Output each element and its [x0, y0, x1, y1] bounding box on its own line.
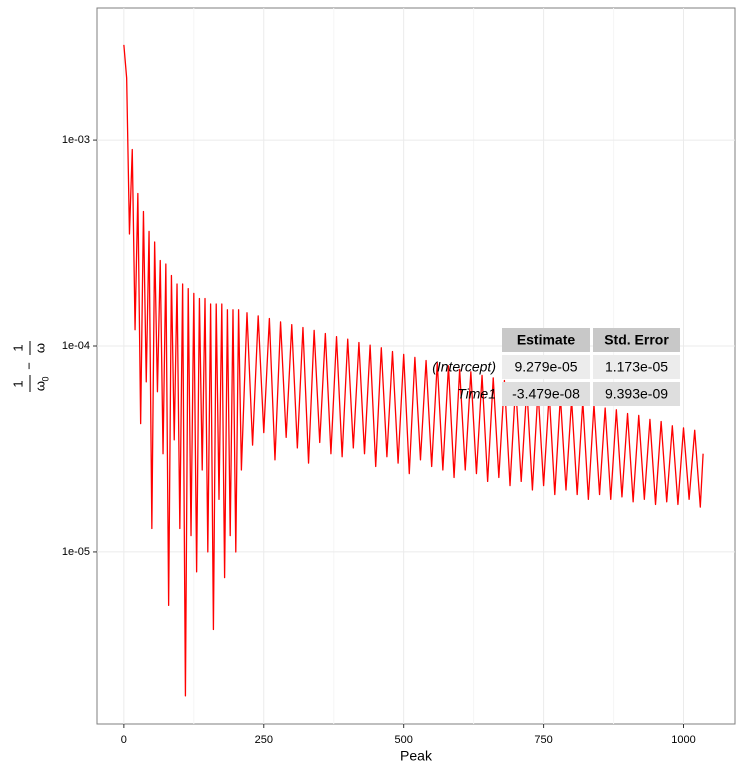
y-axis-label: 1 ω 0 − 1 ω: [10, 341, 50, 392]
y-label-part: −: [21, 362, 36, 370]
y-tick-label: 1e-03: [62, 134, 90, 146]
table-header-cell: [502, 328, 590, 352]
table-value: -3.479e-08: [512, 386, 580, 402]
x-tick-label: 750: [534, 734, 552, 746]
table-cell: [593, 382, 680, 406]
table-cell: [502, 382, 590, 406]
x-tick-label: 250: [255, 734, 273, 746]
table-header-cell: [593, 328, 680, 352]
y-label-part: 0: [40, 376, 50, 381]
y-label-part: ω: [32, 343, 47, 353]
x-axis-label: Peak: [400, 748, 433, 764]
y-label-part: ω: [32, 381, 47, 391]
x-tick-label: 1000: [671, 734, 695, 746]
table-cell: [502, 355, 590, 379]
table-value: 9.279e-05: [514, 359, 577, 375]
y-label-part: 1: [10, 380, 25, 387]
data-line: [123, 44, 704, 697]
table-row-label: Time1: [457, 386, 496, 402]
table-header: Std. Error: [604, 332, 669, 348]
table-header: Estimate: [517, 332, 576, 348]
table-value: 1.173e-05: [605, 359, 668, 375]
table-cell: [593, 355, 680, 379]
y-label-part: 1: [10, 344, 25, 351]
x-tick-label: 0: [121, 734, 127, 746]
y-tick-label: 1e-05: [62, 546, 90, 558]
y-tick-label: 1e-04: [62, 340, 90, 352]
table-value: 9.393e-09: [605, 386, 668, 402]
x-tick-label: 500: [395, 734, 413, 746]
table-row-label: (Intercept): [432, 359, 496, 375]
